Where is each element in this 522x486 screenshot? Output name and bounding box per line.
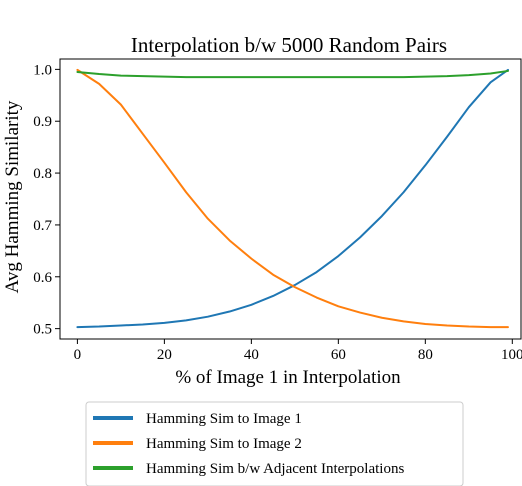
x-tick-label: 20 [157, 347, 172, 363]
plot-frame [59, 58, 522, 340]
x-tick-label: 80 [418, 347, 433, 363]
plot-background [60, 59, 521, 339]
x-tick-label: 100 [501, 347, 522, 363]
y-tick-label: 1.0 [33, 62, 52, 78]
y-axis-title: Avg Hamming Similarity [2, 100, 23, 293]
y-tick-label: 0.7 [33, 218, 52, 234]
series-line-1 [76, 68, 509, 329]
x-tick-label: 40 [244, 347, 259, 363]
legend: Hamming Sim to Image 1 Hamming Sim to Ima… [85, 401, 464, 486]
y-tick-label: 0.9 [33, 114, 52, 130]
axis-layer: 0 20 40 60 80 100 0.5 0.6 0.7 0.8 0.9 1.0 [33, 58, 522, 363]
x-axis-title: % of Image 1 in Interpolation [175, 367, 401, 388]
series-layer [76, 68, 509, 329]
legend-label-2: Hamming Sim to Image 2 [146, 436, 302, 452]
x-tick-label: 0 [74, 347, 82, 363]
chart-title: Interpolation b/w 5000 Random Pairs [131, 33, 447, 57]
y-tick-label: 0.5 [33, 322, 52, 338]
series-line-3 [76, 69, 509, 79]
series-line-2 [76, 68, 509, 329]
legend-label-3: Hamming Sim b/w Adjacent Interpolations [146, 461, 404, 477]
y-tick-label: 0.6 [33, 270, 52, 286]
plot-area [60, 59, 521, 339]
x-tick-label: 60 [331, 347, 346, 363]
legend-frame [85, 401, 464, 486]
y-tick-label: 0.8 [33, 166, 52, 182]
legend-label-1: Hamming Sim to Image 1 [146, 411, 302, 427]
